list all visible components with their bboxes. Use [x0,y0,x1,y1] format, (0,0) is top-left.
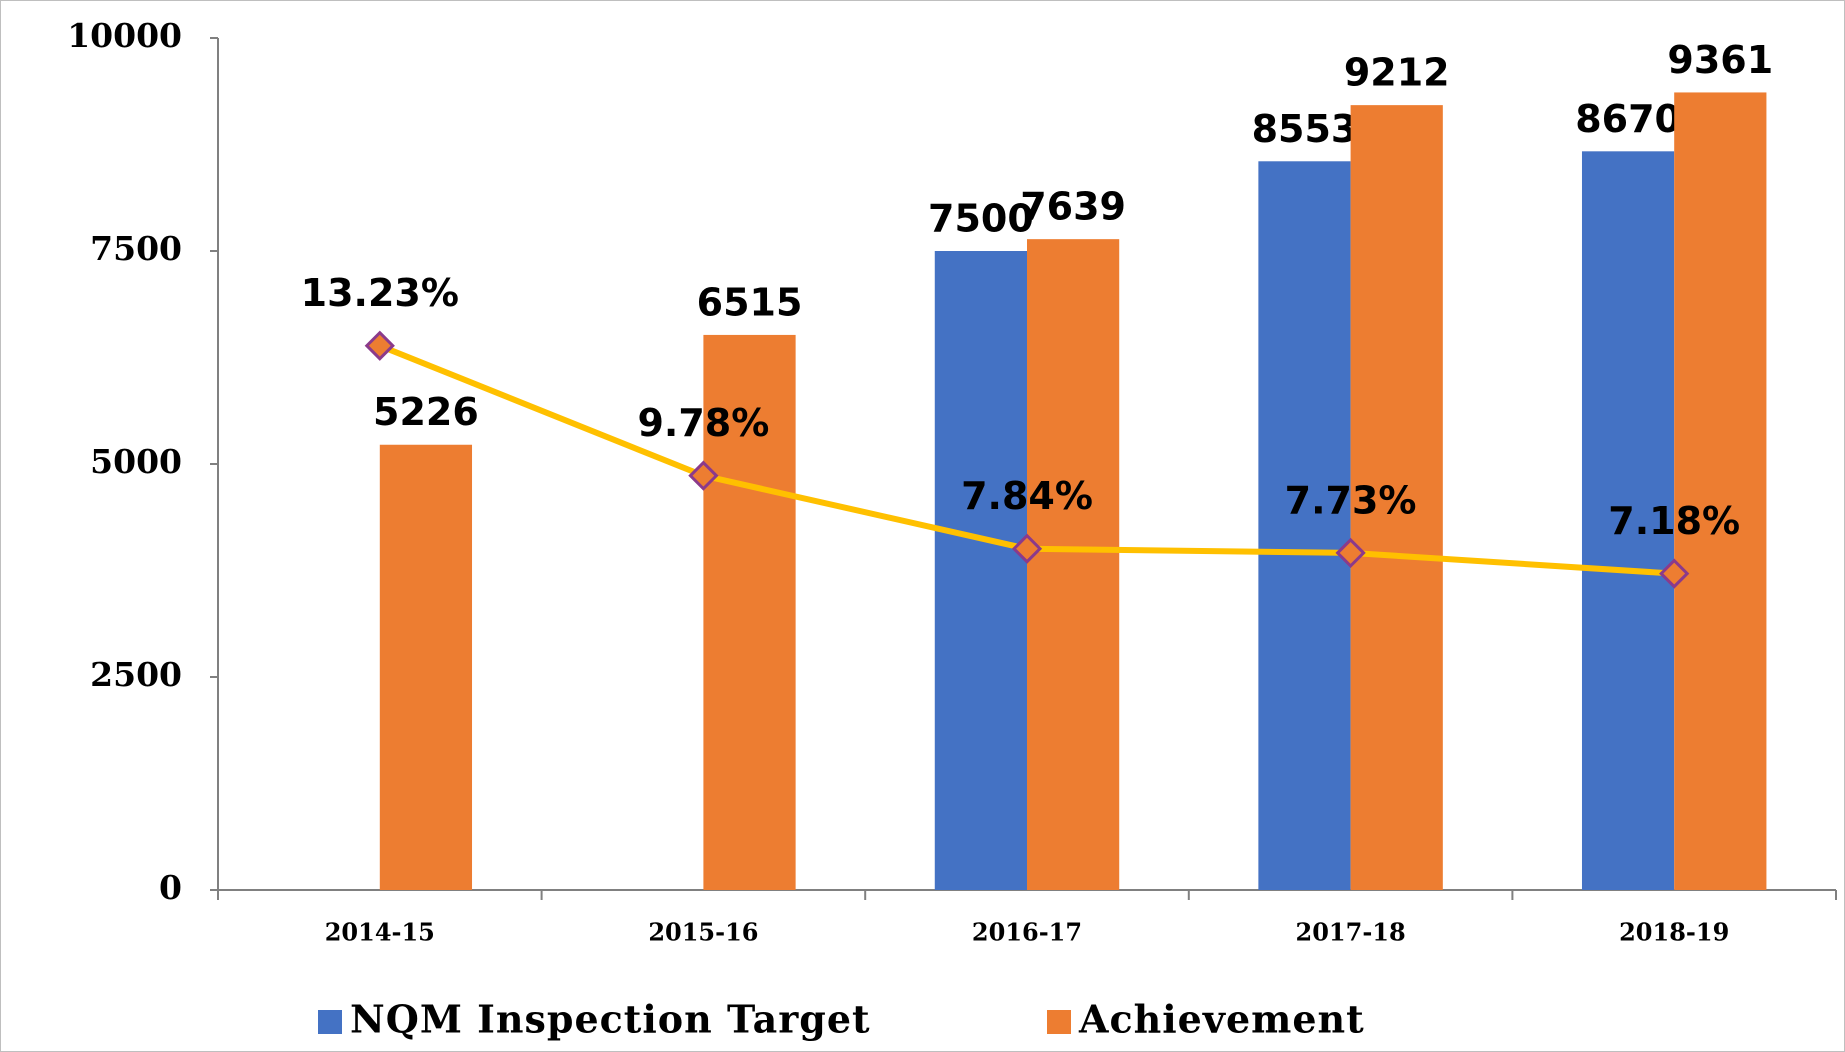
line-marker [1335,537,1366,569]
data-label: 5226 [373,390,479,434]
data-label: 9212 [1344,51,1450,95]
data-label: 6515 [697,280,803,324]
legend-label: Achievement [1078,997,1365,1042]
data-label: 9.78% [637,401,769,445]
line-marker [1659,558,1690,589]
y-tick-label: 0 [159,868,182,907]
line-marker [688,460,719,491]
data-label: 8670 [1575,97,1681,141]
data-label: 7.18% [1608,499,1740,543]
bar [1027,239,1120,890]
bar [1581,151,1675,891]
bar [1674,92,1767,890]
legend-label: NQM Inspection Target [350,997,871,1042]
bar [703,334,796,890]
bar [1258,161,1351,890]
y-tick-label: 2500 [90,655,182,694]
data-label: 7639 [1020,185,1126,229]
data-label: 8553 [1252,107,1358,151]
data-label: 9361 [1667,38,1773,82]
legend-swatch [1047,1010,1071,1034]
bar [934,251,1027,890]
legend-swatch [318,1010,342,1034]
y-tick-label: 10000 [67,16,182,55]
data-label: 7500 [928,197,1034,241]
bar [1350,105,1443,891]
data-label: 7.84% [961,474,1093,518]
x-tick-label: 2017-18 [1296,918,1406,947]
y-tick-label: 7500 [90,229,182,268]
x-tick-label: 2014-15 [325,918,435,947]
y-tick-label: 5000 [90,442,182,481]
bar [379,444,473,890]
line-marker [364,330,395,361]
x-tick-label: 2016-17 [972,918,1082,947]
x-tick-label: 2018-19 [1619,918,1729,947]
data-label: 7.73% [1285,478,1417,522]
x-tick-label: 2015-16 [648,918,758,947]
line-marker [1011,533,1043,564]
data-label: 13.23% [301,271,459,315]
